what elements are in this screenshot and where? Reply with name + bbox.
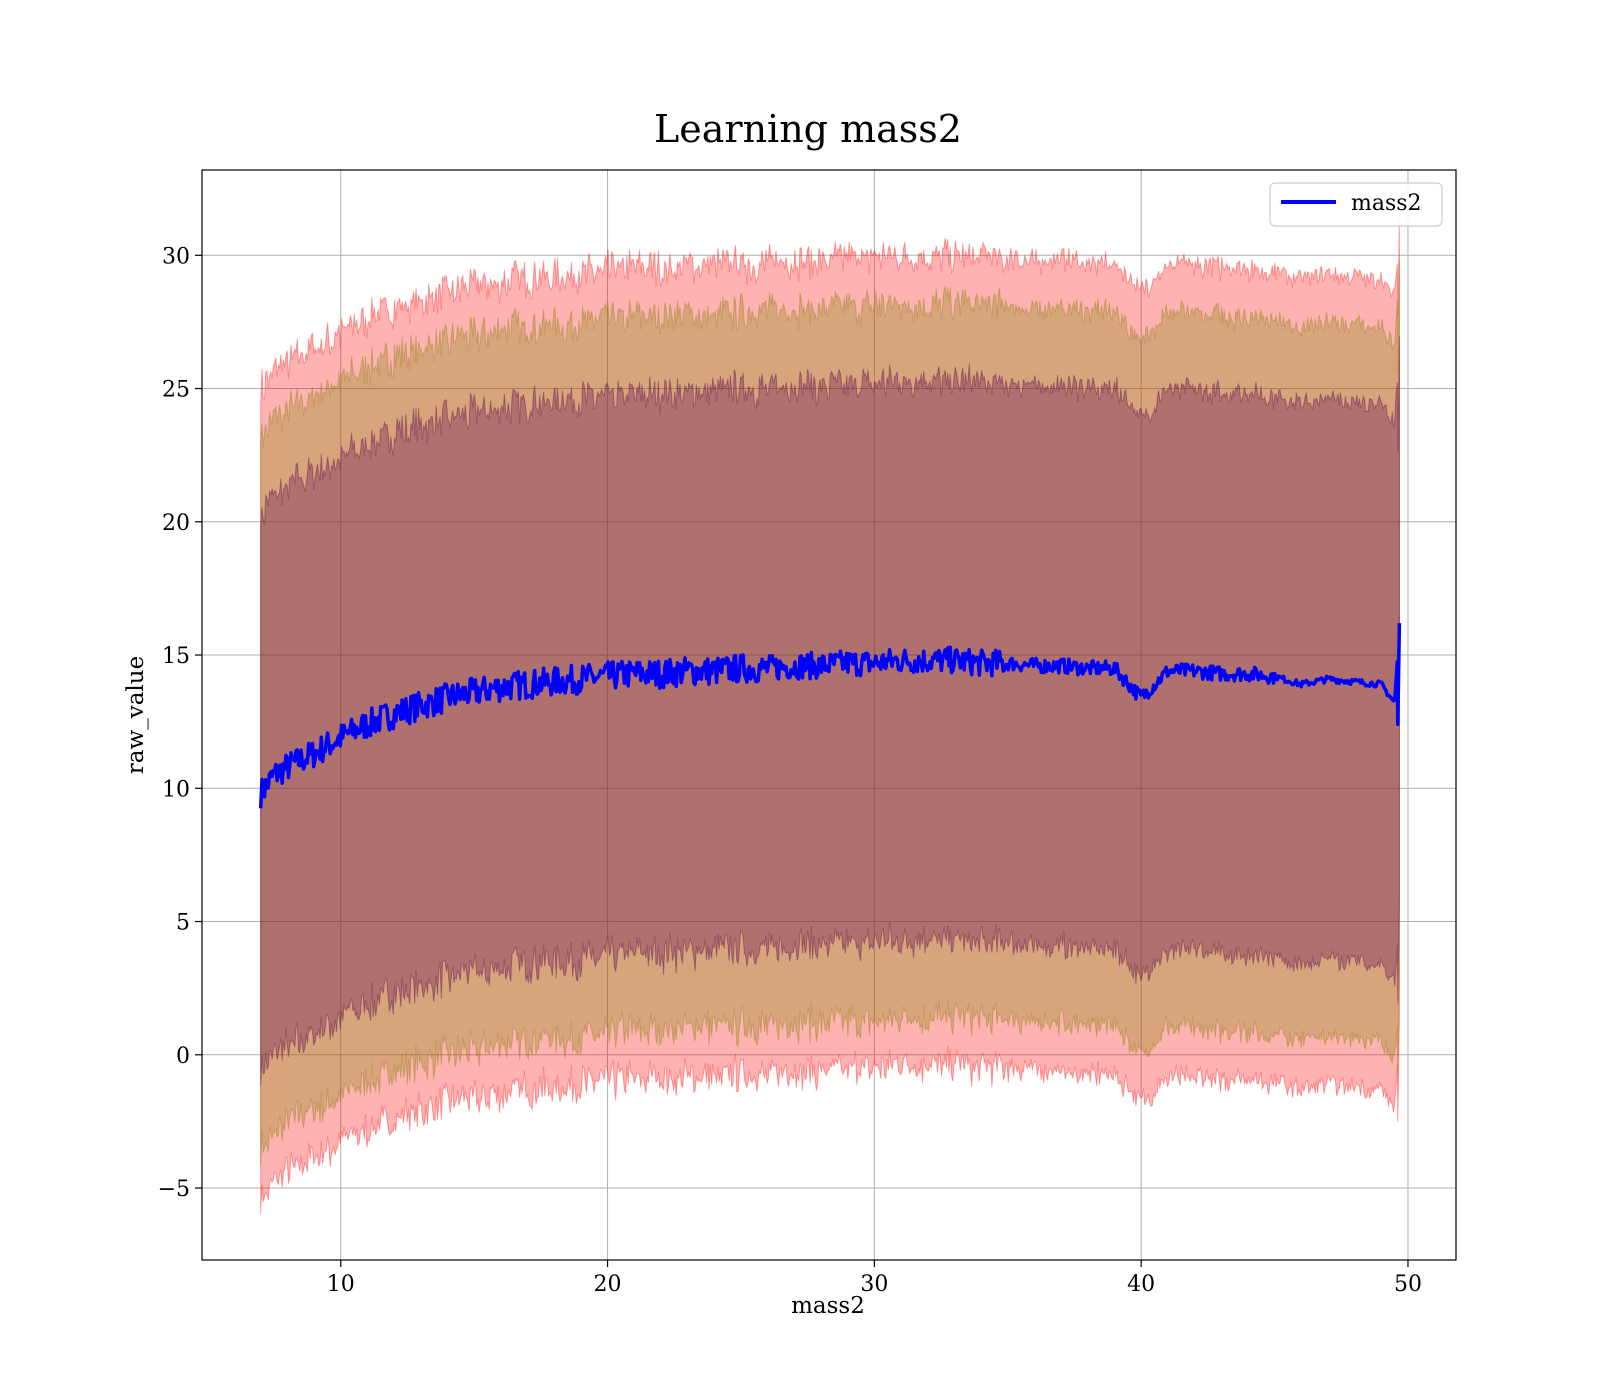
legend-frame (1269, 182, 1443, 227)
x-tick-label-10: 10 (327, 1272, 355, 1297)
band-0 (260, 219, 1400, 1214)
y-tick-label-1: 0 (176, 1044, 190, 1069)
y-tick-label-6: 25 (162, 378, 190, 403)
y-tick-label-7: 30 (162, 244, 190, 269)
plot-area: 10 20 30 40 50 −5 0 5 10 15 20 25 30 (158, 169, 1457, 1297)
x-axis-label: mass2 (791, 1293, 865, 1319)
y-tick-label-3: 10 (162, 777, 190, 802)
y-tick-label-2: 5 (176, 911, 190, 936)
band-2 (260, 336, 1400, 1086)
y-tick-label-5: 20 (162, 511, 190, 536)
legend-label-mass2: mass2 (1351, 191, 1422, 216)
x-tick-label-40: 40 (1127, 1272, 1155, 1297)
x-tick-label-20: 20 (594, 1272, 622, 1297)
series-line-mass2 (258, 623, 1402, 809)
axes-frame (201, 169, 1457, 1261)
y-axis-label: raw_value (123, 656, 149, 774)
band-1 (260, 259, 1400, 1165)
chart-title: Learning mass2 (654, 107, 962, 151)
x-tick-label-30: 30 (860, 1272, 888, 1297)
y-tick-label-4: 15 (162, 644, 190, 669)
x-tick-label-50: 50 (1394, 1272, 1422, 1297)
y-tick-label-0: −5 (158, 1177, 190, 1202)
legend: mass2 (1269, 182, 1443, 227)
